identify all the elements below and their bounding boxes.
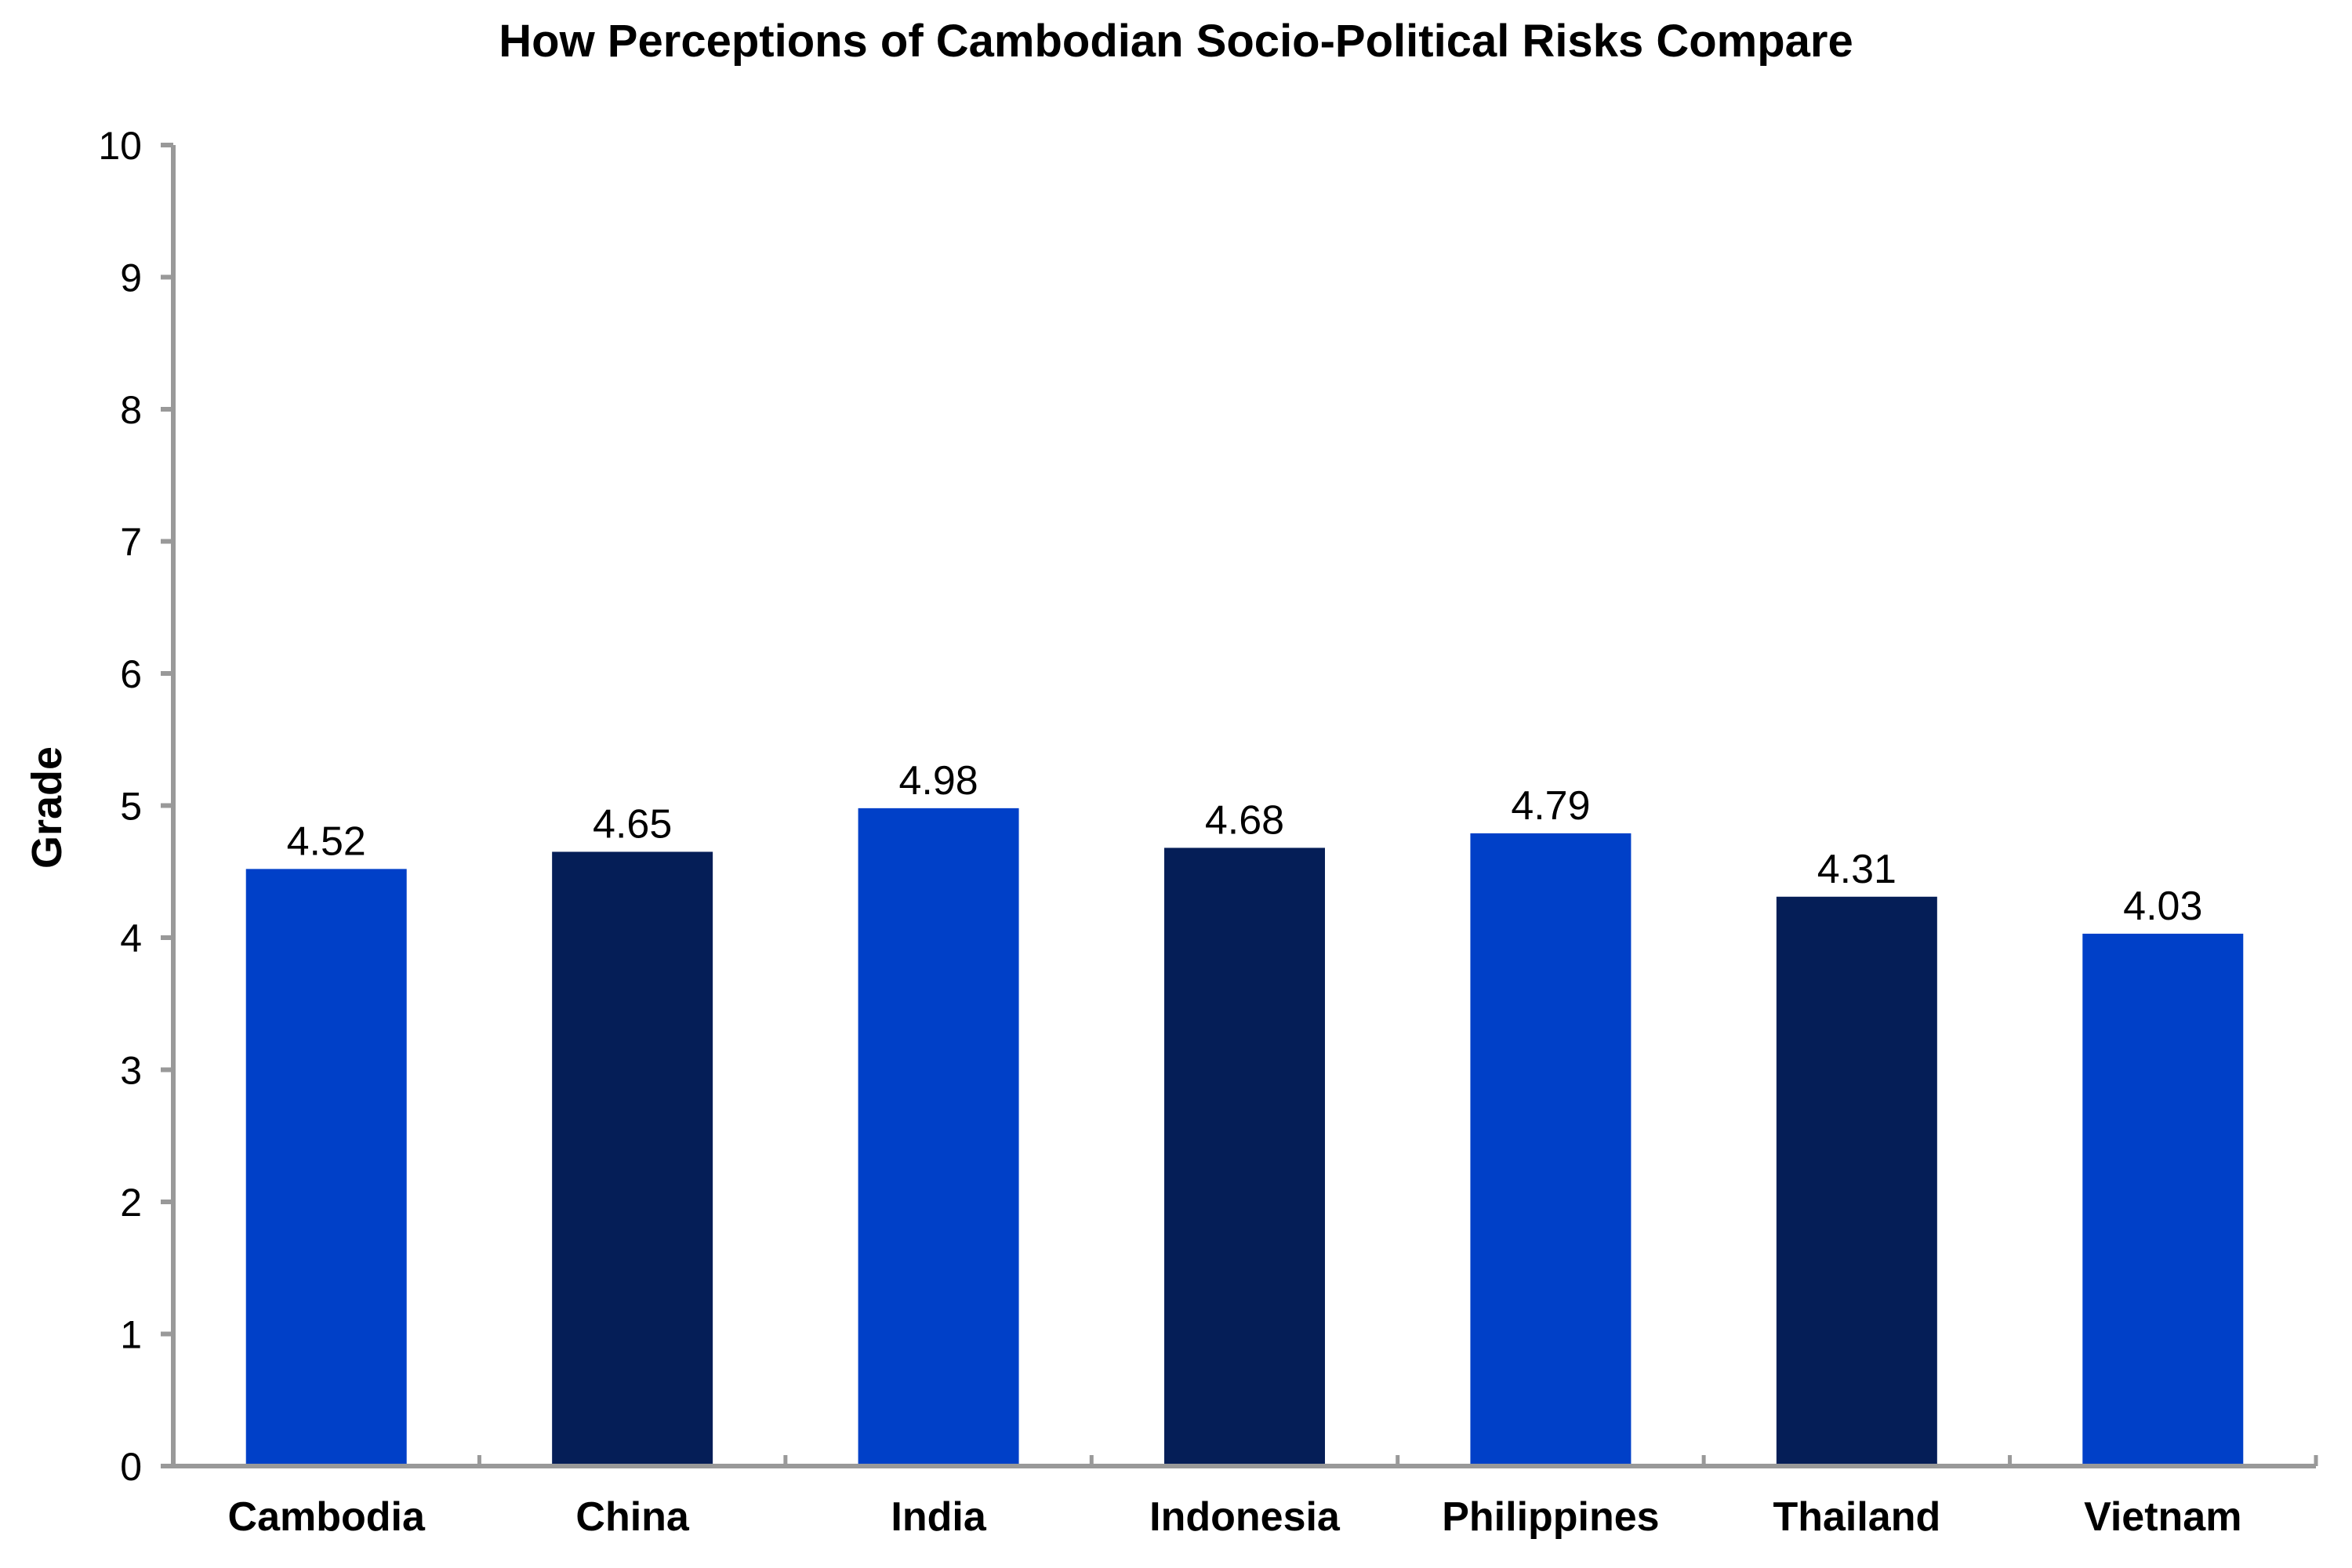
y-tick-label: 0 [120,1445,142,1489]
x-tick-label: Indonesia [1149,1494,1341,1540]
y-tick-label: 10 [98,124,142,168]
data-label: 4.98 [898,758,978,804]
bars-group [245,808,2244,1464]
x-tick-label: India [891,1494,986,1540]
data-label: 4.03 [2123,884,2202,929]
x-tick-label: Vietnam [2084,1494,2241,1540]
y-tick-label: 2 [120,1181,142,1225]
y-tick-label: 7 [120,521,142,564]
y-axis: 0 1 2 3 4 5 6 7 8 9 10 [98,124,176,1489]
data-labels-group: 4.52 4.65 4.98 4.68 4.79 4.31 4.03 [287,758,2203,929]
bar-cambodia [245,869,407,1464]
x-tick-label: Philippines [1442,1494,1659,1540]
data-label: 4.31 [1817,847,1896,892]
y-tick-label: 1 [120,1313,142,1357]
data-label: 4.68 [1205,797,1284,843]
data-label: 4.52 [287,818,366,864]
x-axis: Cambodia China India Indonesia Philippines Th… [161,1455,2318,1540]
bar-philippines [1470,833,1632,1464]
y-axis-label: Grade [24,746,71,869]
x-tick-label: China [575,1494,690,1540]
bar-thailand [1776,896,1937,1464]
x-tick-label: Cambodia [228,1494,426,1540]
y-tick-label: 3 [120,1049,142,1093]
y-tick-label: 6 [120,652,142,696]
bar-india [858,808,1019,1464]
x-tick-label: Thailand [1773,1494,1940,1540]
y-tick-label: 4 [120,916,142,960]
bar-indonesia [1164,848,1325,1464]
y-tick-label: 8 [120,388,142,432]
chart-title: How Perceptions of Cambodian Socio-Polit… [499,16,1853,67]
bar-vietnam [2082,933,2244,1464]
bar-china [552,851,713,1464]
y-tick-label: 5 [120,785,142,829]
data-label: 4.65 [593,801,672,847]
data-label: 4.79 [1511,783,1590,829]
y-tick-label: 9 [120,256,142,300]
